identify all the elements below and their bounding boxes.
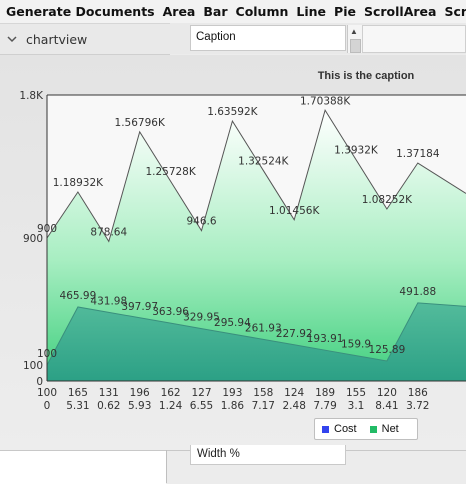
chartview-header[interactable]: chartview [0, 24, 170, 55]
y-tick-label: 100 [23, 360, 43, 372]
menu-line[interactable]: Line [296, 4, 327, 19]
data-label: 1.32524K [238, 155, 289, 167]
data-label: 193.91 [307, 333, 344, 345]
data-label: 1.56796K [115, 117, 166, 129]
x-tick-sublabel: 8.41 [375, 400, 398, 412]
menu-bar-chart[interactable]: Bar [203, 4, 228, 19]
x-tick-sublabel: 1.24 [159, 400, 183, 412]
menu-scrollarea[interactable]: ScrollArea [363, 4, 437, 19]
x-tick-label: 100 [37, 387, 57, 399]
chart-title: This is the caption [318, 70, 415, 82]
data-label: 1.70388K [300, 95, 351, 107]
data-label: 491.88 [399, 286, 436, 298]
cost-line [46, 302, 466, 366]
y-tick-label: 0 [36, 376, 43, 388]
scroll-up-icon[interactable]: ▲ [350, 27, 358, 36]
x-tick-label: 127 [191, 387, 211, 399]
data-label: 295.94 [214, 317, 251, 329]
x-tick-sublabel: 1.86 [221, 400, 245, 412]
plot-area [46, 94, 466, 382]
x-tick-sublabel: 7.79 [313, 400, 336, 412]
cost-area [47, 302, 466, 381]
net-area [47, 110, 466, 381]
data-label: 1.08252K [362, 194, 413, 206]
x-tick-label: 186 [408, 387, 428, 399]
data-label: 1.37184 [396, 148, 440, 160]
chartview-title: chartview [26, 31, 88, 47]
data-label: 1.18932K [53, 177, 104, 189]
x-tick-label: 189 [315, 387, 335, 399]
data-label: 1.25728K [145, 166, 196, 178]
menu-scrollcolumn[interactable]: ScrollColumn [444, 4, 466, 19]
data-label: 100 [37, 348, 57, 360]
menu-column[interactable]: Column [235, 4, 289, 19]
x-tick-sublabel: 0.62 [97, 400, 120, 412]
menu-area[interactable]: Area [162, 4, 196, 19]
data-label: 227.92 [276, 328, 313, 340]
x-tick-sublabel: 7.17 [252, 400, 275, 412]
data-label: 397.97 [121, 301, 158, 313]
x-tick-label: 193 [222, 387, 242, 399]
x-tick-sublabel: 0 [44, 400, 51, 412]
x-tick-label: 131 [99, 387, 119, 399]
data-label: 431.98 [90, 295, 127, 307]
chart-container: This is the caption 1.8K 900 100 0 100 0 165 5.… [0, 55, 466, 450]
x-tick-sublabel: 6.55 [190, 400, 213, 412]
area-chart: This is the caption 1.8K900100010001655.… [19, 70, 466, 412]
x-tick-label: 158 [253, 387, 273, 399]
width-field[interactable]: Width % [190, 445, 346, 465]
data-label: 363.96 [152, 306, 189, 318]
menu-bar: Generate Documents Area Bar Column Line … [0, 0, 466, 24]
x-tick-sublabel: 3.1 [348, 400, 365, 412]
x-tick-label: 124 [284, 387, 304, 399]
data-label: 946.6 [186, 216, 216, 228]
property-scrollbar[interactable]: ▲ [347, 25, 362, 53]
bottom-left-panel [0, 450, 166, 484]
y-tick-label: 1.8K [19, 90, 44, 102]
chart-background: This is the caption 1.8K 900 100 0 100 0 165 5.… [0, 55, 466, 450]
side-panel [362, 25, 466, 53]
data-label: 900 [37, 223, 57, 235]
data-label: 261.93 [245, 322, 282, 334]
divider [166, 450, 167, 483]
menu-pie[interactable]: Pie [334, 4, 356, 19]
data-label: 1.63592K [207, 106, 258, 118]
net-line [46, 109, 466, 243]
menu-generate-documents[interactable]: Generate Documents [6, 4, 155, 19]
x-tick-sublabel: 3.72 [406, 400, 429, 412]
y-tick-label: 900 [23, 233, 43, 245]
data-label: 1.01456K [269, 205, 320, 217]
data-label: 878.64 [90, 226, 127, 238]
chevron-down-icon[interactable] [4, 31, 20, 47]
data-label: 329.95 [183, 312, 220, 324]
x-tick-label: 162 [161, 387, 181, 399]
x-tick-sublabel: 5.93 [128, 400, 151, 412]
data-label: 1.3932K [334, 145, 379, 157]
data-label: 159.9 [341, 339, 371, 351]
x-tick-label: 155 [346, 387, 366, 399]
data-label: 125.89 [369, 344, 406, 356]
legend-label-net: Net [381, 423, 399, 435]
x-tick-sublabel: 5.31 [66, 400, 89, 412]
chart-legend: Cost Net [314, 418, 418, 440]
data-label: 465.99 [60, 290, 97, 302]
caption-field[interactable]: Caption [190, 25, 346, 51]
x-tick-label: 120 [377, 387, 397, 399]
scroll-thumb[interactable] [350, 39, 361, 53]
legend-swatch-net [369, 425, 377, 433]
legend-label-cost: Cost [334, 423, 357, 435]
x-tick-sublabel: 2.48 [283, 400, 306, 412]
x-tick-label: 196 [130, 387, 150, 399]
legend-swatch-cost [322, 425, 329, 433]
x-tick-label: 165 [68, 387, 88, 399]
